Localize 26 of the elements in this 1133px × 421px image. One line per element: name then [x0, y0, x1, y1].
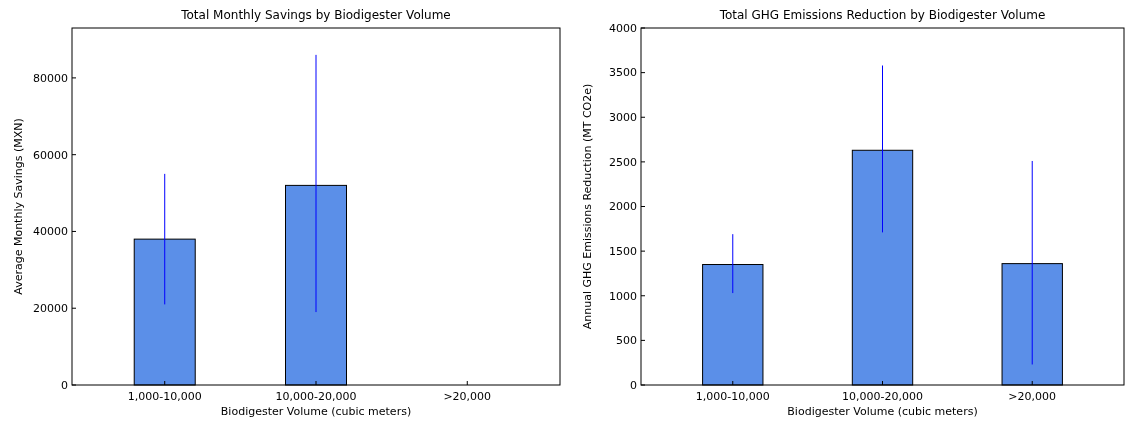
- x-tick-label: >20,000: [1008, 390, 1057, 403]
- y-axis-title: Annual GHG Emissions Reduction (MT CO2e): [581, 83, 594, 330]
- y-tick-label: 1500: [609, 244, 637, 258]
- y-tick-label: 4000: [609, 21, 637, 35]
- chart-title: Total Monthly Savings by Biodigester Volume: [180, 8, 451, 22]
- x-tick-label: 10,000-20,000: [842, 390, 923, 403]
- y-tick-label: 500: [616, 334, 637, 348]
- y-tick-label: 2500: [609, 155, 637, 169]
- y-tick-label: 0: [630, 378, 637, 392]
- y-tick-label: 3000: [609, 111, 637, 125]
- y-tick-label: 1000: [609, 289, 637, 303]
- y-tick-label: 2000: [609, 200, 637, 214]
- y-tick-label: 0: [61, 378, 68, 392]
- x-tick-label: 10,000-20,000: [275, 390, 357, 403]
- x-tick-label: 1,000-10,000: [695, 390, 770, 403]
- y-tick-label: 40000: [33, 225, 68, 239]
- x-tick-label: >20,000: [443, 390, 492, 403]
- y-tick-label: 20000: [33, 302, 68, 316]
- y-tick-label: 80000: [33, 71, 68, 85]
- y-axis-title: Average Monthly Savings (MXN): [12, 118, 25, 295]
- x-tick-label: 1,000-10,000: [127, 390, 202, 403]
- x-axis-title: Biodigester Volume (cubic meters): [787, 405, 978, 418]
- y-tick-label: 3500: [609, 66, 637, 80]
- x-axis-title: Biodigester Volume (cubic meters): [220, 405, 412, 418]
- y-tick-label: 60000: [33, 148, 68, 162]
- chart-title: Total GHG Emissions Reduction by Biodigester Volume: [718, 8, 1046, 22]
